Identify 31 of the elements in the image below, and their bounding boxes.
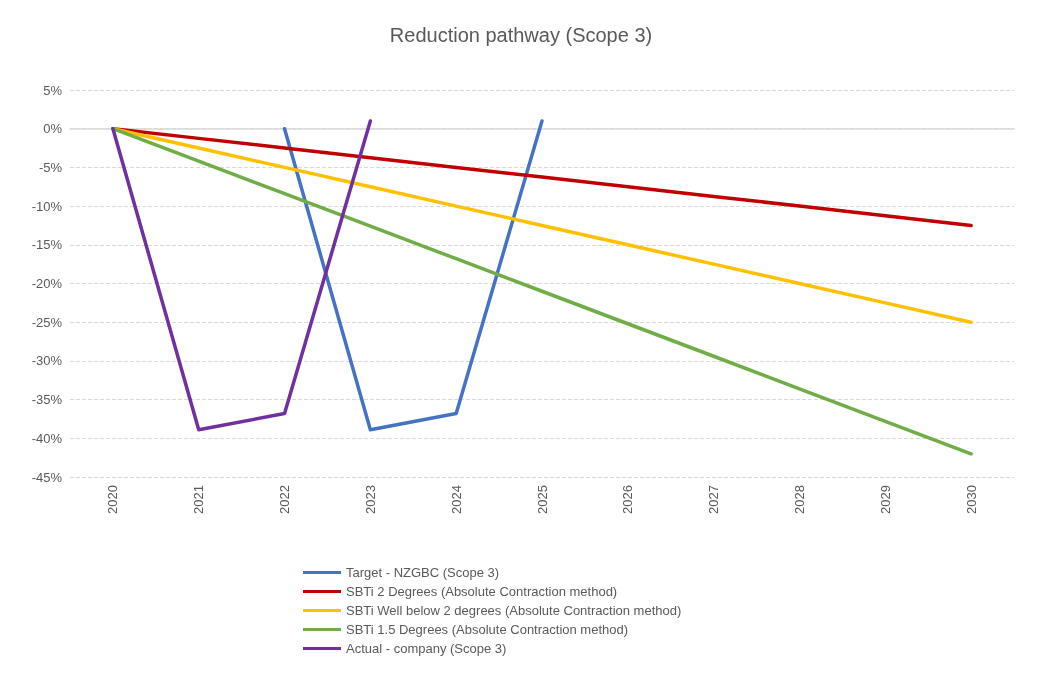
y-tick-label: -25% <box>31 314 63 330</box>
y-tick-label: -40% <box>31 430 63 446</box>
y-tick-label: -45% <box>31 469 63 485</box>
line-series <box>111 126 973 456</box>
legend-label: Actual - company (Scope 3) <box>346 641 507 656</box>
chart-title: Reduction pathway (Scope 3) <box>389 24 653 46</box>
x-tick-label: 2024 <box>448 485 464 514</box>
line-series <box>111 119 373 432</box>
y-tick-label: -10% <box>31 198 63 214</box>
x-tick-label: 2027 <box>706 485 722 514</box>
x-tick-label: 2020 <box>105 485 121 514</box>
legend-label: SBTi 2 Degrees (Absolute Contraction method) <box>346 584 618 599</box>
y-tick-label: -15% <box>31 237 63 253</box>
y-tick-label: 5% <box>43 82 63 98</box>
legend-label: Target - NZGBC (Scope 3) <box>346 565 500 580</box>
y-tick-label: -35% <box>31 392 63 408</box>
x-tick-label: 2026 <box>620 485 636 514</box>
x-tick-label: 2028 <box>791 485 807 514</box>
legend-label: SBTi Well below 2 degrees (Absolute Contraction method) <box>346 603 682 618</box>
y-tick-label: -5% <box>38 159 63 175</box>
y-tick-label: 0% <box>43 121 63 137</box>
x-tick-label: 2030 <box>963 485 979 514</box>
x-tick-label: 2023 <box>362 485 378 514</box>
x-tick-label: 2029 <box>877 485 893 514</box>
x-tick-label: 2021 <box>191 485 207 514</box>
line-series <box>282 119 544 432</box>
x-tick-label: 2025 <box>534 485 550 514</box>
legend-label: SBTi 1.5 Degrees (Absolute Contraction method) <box>346 622 629 637</box>
x-tick-label: 2022 <box>277 485 293 514</box>
y-tick-label: -30% <box>31 353 63 369</box>
y-tick-label: -20% <box>31 276 63 291</box>
